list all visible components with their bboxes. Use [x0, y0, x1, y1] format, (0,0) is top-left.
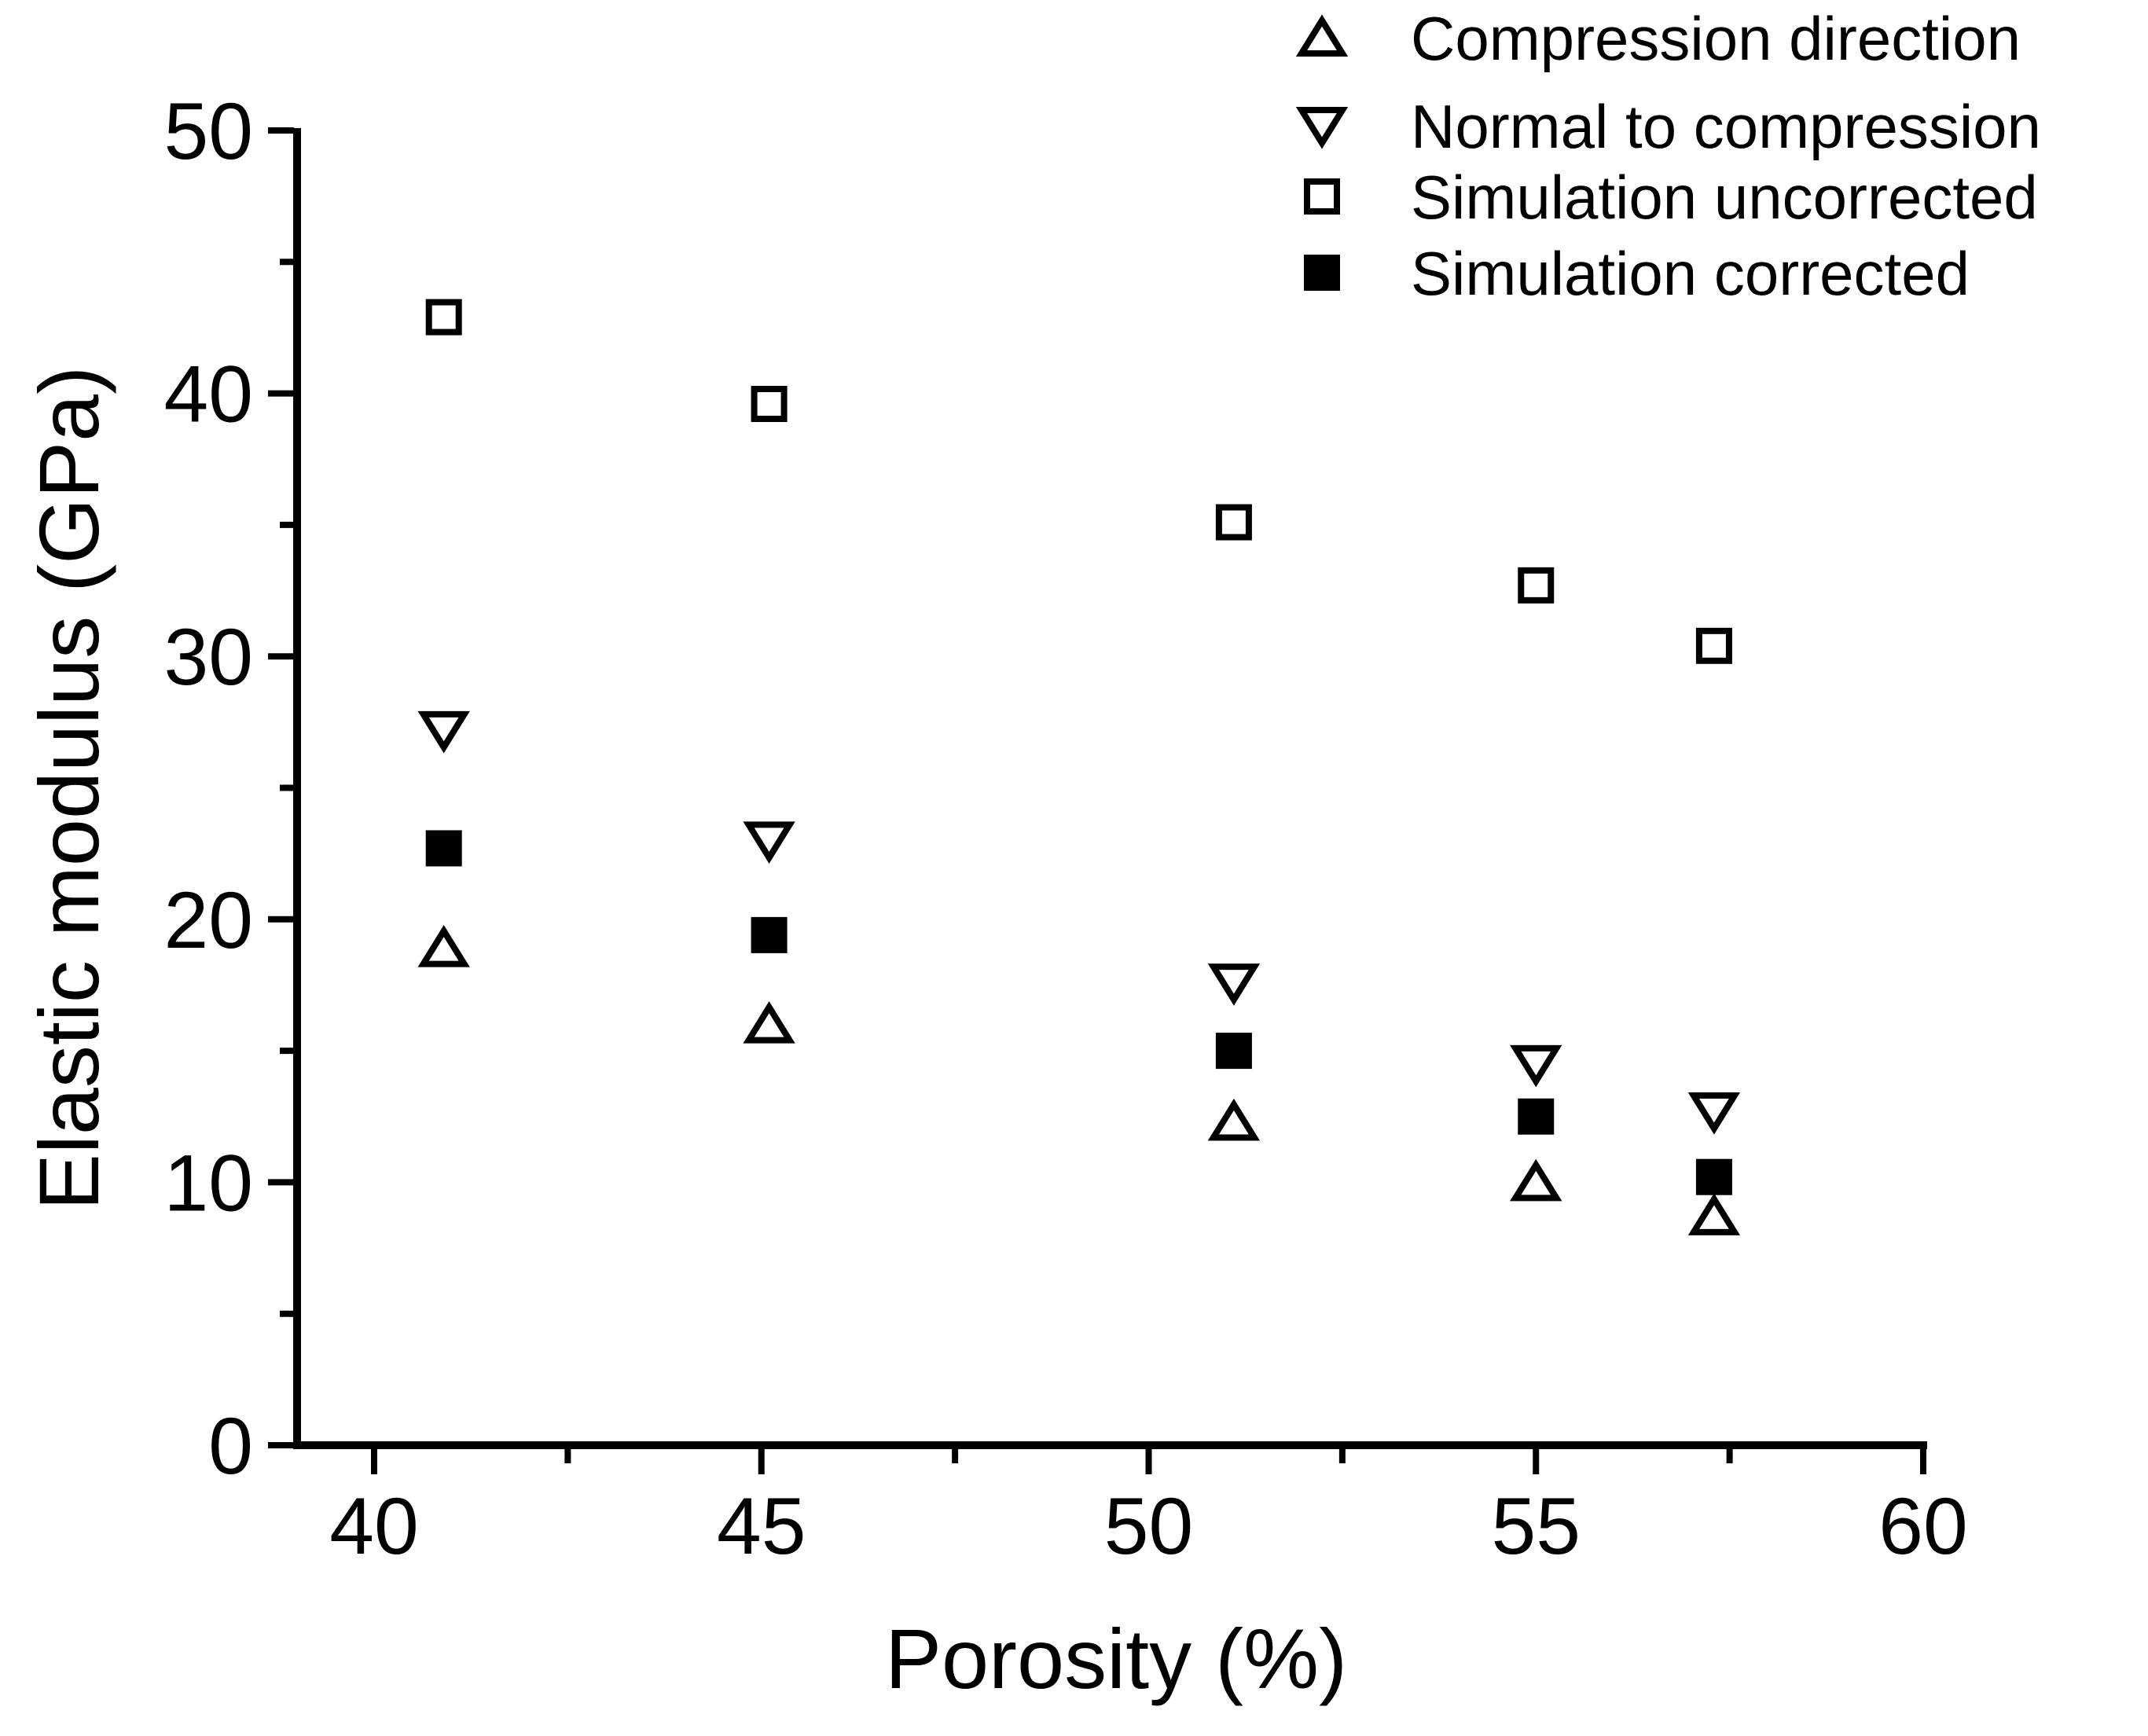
- data-point-marker: [417, 710, 470, 754]
- legend-item: Compression direction: [1295, 4, 2021, 73]
- y-tick-label: 30: [164, 612, 253, 702]
- data-point-marker: [743, 1001, 795, 1044]
- data-point-marker: [1695, 627, 1732, 664]
- data-point-marker: [1687, 1092, 1741, 1135]
- legend-label: Simulation uncorrected: [1411, 163, 2038, 232]
- data-point-marker: [1510, 1044, 1562, 1088]
- y-tick-label: 50: [164, 86, 253, 176]
- y-tick-label: 10: [164, 1138, 253, 1228]
- data-point-marker: [1215, 1033, 1252, 1070]
- y-axis-title: Elastic modulus (GPa): [21, 366, 116, 1210]
- axes: [268, 127, 1927, 1474]
- data-points: [417, 299, 1741, 1235]
- legend-triangle-up-open-icon: [1295, 14, 1349, 57]
- data-point-marker: [1207, 963, 1261, 1006]
- data-point-marker: [1207, 1098, 1261, 1141]
- x-tick-label: 40: [329, 1481, 418, 1571]
- data-point-marker: [425, 299, 462, 336]
- legend-item: Simulation uncorrected: [1304, 163, 2038, 232]
- legend-item: Simulation corrected: [1304, 239, 1970, 308]
- data-point-marker: [425, 830, 462, 867]
- y-tick-label: 20: [164, 875, 253, 965]
- legend: Compression direction Normal to compressi…: [1295, 4, 2041, 308]
- legend-label: Normal to compression: [1411, 92, 2041, 161]
- x-tick-label: 60: [1878, 1481, 1967, 1571]
- x-tick-label: 55: [1492, 1481, 1581, 1571]
- y-tick-label: 40: [164, 350, 253, 439]
- legend-square-open-icon: [1304, 178, 1340, 215]
- x-axis-title: Porosity (%): [885, 1611, 1347, 1706]
- data-point-marker: [1510, 1158, 1562, 1202]
- data-point-marker: [1215, 504, 1252, 541]
- legend-square-filled-icon: [1304, 255, 1340, 291]
- data-point-marker: [1518, 1098, 1555, 1135]
- data-point-marker: [417, 925, 470, 967]
- legend-label: Compression direction: [1411, 4, 2021, 73]
- y-tick-label: 0: [208, 1401, 253, 1491]
- data-point-marker: [1687, 1193, 1741, 1235]
- data-point-marker: [751, 385, 788, 422]
- data-point-marker: [1695, 1158, 1732, 1195]
- legend-item: Normal to compression: [1295, 92, 2041, 161]
- legend-label: Simulation corrected: [1411, 239, 1970, 308]
- tick-labels: 40 45 50 55 60 0 10 20 30 40 50: [164, 86, 1968, 1571]
- data-point-marker: [743, 821, 795, 864]
- data-point-marker: [1518, 567, 1555, 604]
- x-tick-label: 45: [717, 1481, 806, 1571]
- x-tick-label: 50: [1104, 1481, 1193, 1571]
- legend-triangle-down-open-icon: [1295, 107, 1349, 149]
- data-point-marker: [751, 916, 788, 953]
